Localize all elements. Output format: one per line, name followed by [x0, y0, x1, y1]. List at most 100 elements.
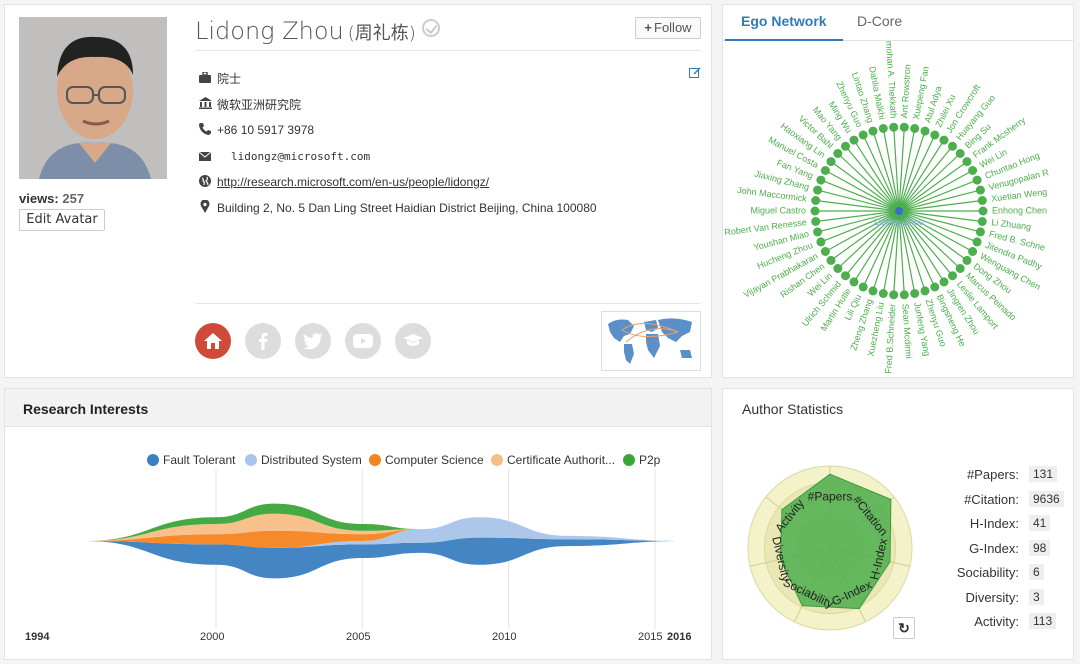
tab-ego-network[interactable]: Ego Network [725, 5, 843, 41]
ego-node[interactable] [962, 157, 972, 167]
edit-icon[interactable] [689, 67, 701, 79]
ego-node[interactable] [878, 124, 888, 133]
title-text: 院士 [217, 71, 242, 86]
ego-node[interactable] [948, 271, 957, 281]
ego-node[interactable] [811, 217, 821, 226]
stream-series[interactable] [84, 513, 685, 541]
facebook-icon[interactable] [245, 323, 281, 359]
legend-computer-science[interactable]: Computer Science [369, 453, 484, 467]
youtube-icon[interactable] [345, 323, 381, 359]
ego-node[interactable] [868, 286, 878, 296]
stat-value: 3 [1029, 589, 1044, 605]
ego-node[interactable] [826, 157, 836, 167]
ego-edge [872, 130, 900, 212]
ego-node[interactable] [816, 175, 826, 185]
home-icon[interactable] [195, 323, 231, 359]
stat-activity: Activity: 113 [913, 612, 1063, 632]
ego-node[interactable] [962, 255, 972, 265]
stream-series[interactable] [84, 517, 685, 548]
legend-dot [147, 454, 159, 466]
ego-node[interactable] [858, 130, 868, 140]
ego-node[interactable] [930, 282, 940, 292]
ego-node[interactable] [955, 149, 965, 158]
ego-node[interactable] [977, 217, 987, 226]
ego-node[interactable] [820, 166, 830, 175]
ego-node[interactable] [939, 277, 949, 287]
stream-series[interactable] [84, 517, 685, 548]
ego-node[interactable] [920, 286, 930, 296]
stat-citation: #Citation: 9636 [913, 490, 1064, 510]
ego-node[interactable] [841, 141, 850, 151]
ego-node[interactable] [972, 175, 982, 185]
tab-d-core[interactable]: D-Core [857, 13, 903, 29]
ego-center-node[interactable] [895, 207, 903, 215]
legend-certificate-authority[interactable]: Certificate Authorit... [491, 453, 615, 467]
ego-node[interactable] [955, 264, 965, 273]
ego-node[interactable] [841, 271, 850, 281]
graduation-cap-icon[interactable] [395, 323, 431, 359]
ego-node[interactable] [899, 122, 909, 132]
ego-node[interactable] [810, 206, 820, 216]
ego-node[interactable] [889, 290, 899, 300]
ego-edge [898, 210, 983, 223]
ego-node[interactable] [910, 124, 920, 133]
ego-node[interactable] [975, 185, 985, 195]
ego-edge [825, 169, 900, 212]
ego-node[interactable] [811, 196, 821, 205]
homepage-link[interactable]: http://research.microsoft.com/en-us/peop… [217, 175, 490, 189]
ego-node[interactable] [889, 122, 899, 132]
world-map[interactable] [601, 311, 701, 371]
ego-edge [830, 210, 900, 261]
research-interests-header: Research Interests [5, 389, 711, 427]
ego-edge [837, 210, 900, 269]
ego-node[interactable] [978, 206, 988, 216]
map-marker-icon [195, 199, 215, 216]
ego-node[interactable] [968, 166, 978, 175]
ego-node[interactable] [948, 141, 957, 151]
ego-node[interactable] [858, 282, 868, 292]
stat-value: 41 [1029, 515, 1051, 531]
ego-edge [817, 210, 900, 233]
contact-info: 院士 微软亚洲研究院 +86 10 5917 3978 lidongz@micr… [195, 65, 701, 221]
stream-series[interactable] [84, 503, 685, 541]
ego-node[interactable] [816, 237, 826, 247]
ego-edge [898, 189, 981, 212]
ego-node[interactable] [899, 290, 909, 300]
refresh-icon[interactable]: ↻ [893, 617, 915, 639]
ego-node[interactable] [868, 126, 878, 136]
ego-node[interactable] [820, 247, 830, 256]
affiliation-text: 微软亚洲研究院 [217, 97, 302, 112]
follow-label: Follow [654, 20, 692, 35]
follow-button[interactable]: + Follow [635, 17, 701, 39]
streamgraph[interactable] [5, 469, 711, 659]
ego-node[interactable] [826, 255, 836, 265]
legend-fault-tolerant[interactable]: Fault Tolerant [147, 453, 236, 467]
ego-node[interactable] [972, 237, 982, 247]
ego-node[interactable] [813, 227, 823, 237]
ego-edge [845, 145, 900, 212]
ego-node-label: Sean Mcdirmi [900, 303, 913, 359]
ego-node[interactable] [833, 264, 843, 273]
globe-icon [195, 174, 215, 190]
legend-distributed-system[interactable]: Distributed System [245, 453, 362, 467]
ego-node[interactable] [968, 247, 978, 256]
legend-p2p[interactable]: P2p [623, 453, 660, 467]
ego-node[interactable] [920, 126, 930, 136]
ego-node[interactable] [833, 149, 843, 158]
ego-node[interactable] [813, 185, 823, 195]
stat-label: H-Index: [969, 516, 1019, 531]
ego-node[interactable] [849, 135, 859, 145]
ego-node[interactable] [910, 289, 920, 298]
twitter-icon[interactable] [295, 323, 331, 359]
edit-avatar-button[interactable]: Edit Avatar [19, 209, 105, 231]
ego-node[interactable] [878, 289, 888, 298]
ego-node[interactable] [977, 196, 987, 205]
stream-series[interactable] [84, 537, 685, 579]
author-name: Lidong Zhou (周礼栋) [195, 17, 440, 45]
ego-node[interactable] [849, 277, 859, 287]
ego-node[interactable] [939, 135, 949, 145]
stat-value: 113 [1029, 613, 1057, 629]
ego-node[interactable] [930, 130, 940, 140]
ego-node[interactable] [975, 227, 985, 237]
